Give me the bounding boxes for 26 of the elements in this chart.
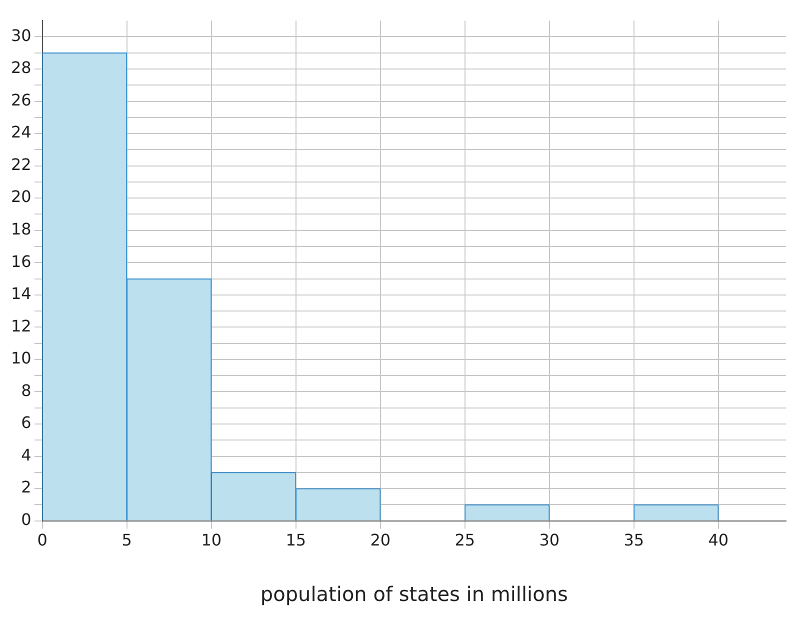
y-tick-label: 6 [21,413,32,432]
x-tick-label: 25 [454,530,476,550]
y-tick-label: 16 [11,252,32,271]
y-tick-label: 8 [21,380,32,400]
y-tick-label: 0 [21,510,32,529]
y-tick-label: 10 [11,348,32,368]
y-tick-label: 12 [11,316,32,336]
y-tick-label: 28 [11,58,32,78]
y-tick-label: 2 [21,478,32,497]
y-tick-label: 24 [11,122,32,142]
x-tick-label: 35 [624,530,644,550]
x-tick-label: 30 [539,530,560,550]
y-tick-label: 22 [11,154,32,174]
x-axis-title: population of states in millions [260,582,568,606]
y-tick-label: 14 [11,284,32,304]
x-tick-label: 10 [201,530,222,550]
x-tick-label: 20 [370,530,391,550]
y-tick-label: 20 [11,187,32,206]
y-tick-label: 26 [11,90,32,110]
y-tick-label: 4 [21,445,32,464]
x-tick-label: 0 [37,530,48,550]
y-tick-label: 18 [11,220,32,239]
x-tick-label: 5 [122,530,132,550]
y-tick-label: 30 [11,26,32,45]
x-tick-label: 40 [708,530,729,550]
x-tick-label: 15 [286,530,306,550]
